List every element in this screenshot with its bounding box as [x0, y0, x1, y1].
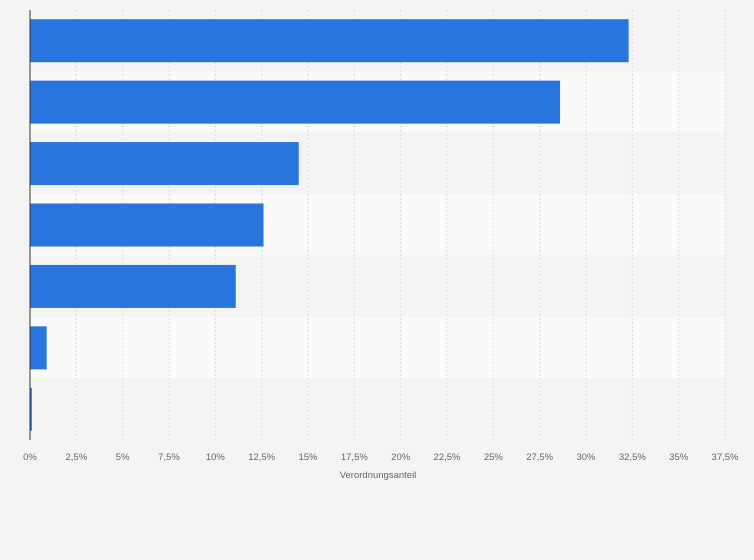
x-tick-label: 7,5%	[158, 452, 180, 463]
x-tick-label: 0%	[23, 452, 37, 463]
x-axis-label: Verordnungsanteil	[340, 470, 417, 481]
bar	[30, 142, 299, 186]
bar	[30, 264, 236, 308]
x-tick-label: 32,5%	[619, 452, 646, 463]
bar	[30, 80, 561, 124]
x-tick-label: 10%	[206, 452, 226, 463]
x-tick-label: 17,5%	[341, 452, 368, 463]
x-tick-label: 20%	[391, 452, 411, 463]
x-tick-label: 27,5%	[526, 452, 553, 463]
x-tick-label: 2,5%	[66, 452, 88, 463]
x-tick-label: 5%	[116, 452, 130, 463]
x-tick-label: 35%	[669, 452, 689, 463]
row-band	[30, 378, 725, 440]
bar	[30, 203, 264, 247]
bar	[30, 19, 629, 63]
bars	[30, 19, 629, 431]
x-tick-label: 30%	[576, 452, 596, 463]
x-tick-label: 15%	[298, 452, 318, 463]
x-tick-label: 37,5%	[712, 452, 739, 463]
x-tick-label: 12,5%	[248, 452, 275, 463]
row-band	[30, 317, 725, 379]
x-tick-labels: 0% 2,5% 5% 7,5% 10% 12,5% 15% 17,5% 20% 22,5% 25% 2…	[23, 452, 739, 463]
x-tick-label: 25%	[484, 452, 504, 463]
bar	[30, 387, 32, 431]
bar	[30, 326, 47, 370]
x-tick-label: 22,5%	[434, 452, 461, 463]
